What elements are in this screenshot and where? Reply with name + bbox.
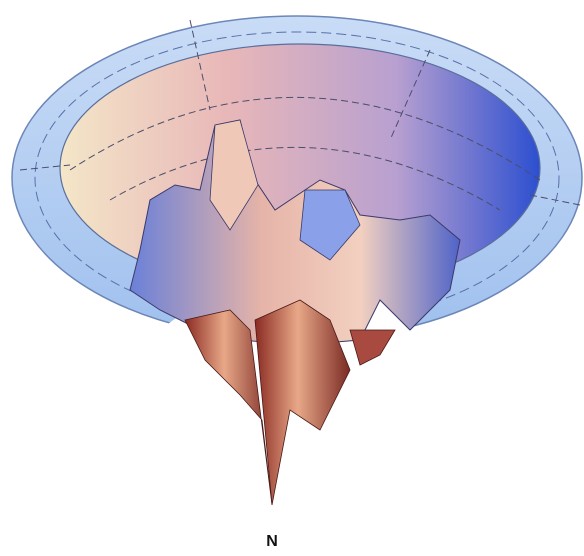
contour-lines <box>19 19 581 211</box>
energy-landscape <box>129 119 461 506</box>
front-cutout <box>0 300 584 556</box>
native-state-label: N <box>266 533 278 550</box>
